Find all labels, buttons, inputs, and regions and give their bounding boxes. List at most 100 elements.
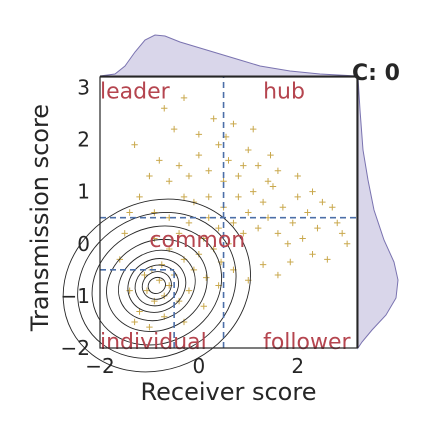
data-point <box>121 230 128 237</box>
y-tick-label: −2 <box>61 336 90 360</box>
data-point <box>294 193 301 201</box>
region-label: common <box>149 228 245 253</box>
data-point <box>240 230 247 237</box>
data-point <box>151 235 158 242</box>
data-point <box>180 193 188 201</box>
region-label: hub <box>263 80 305 105</box>
data-point <box>175 230 183 237</box>
data-point <box>158 261 165 268</box>
y-tick-label: 1 <box>77 180 90 204</box>
data-point <box>319 198 326 206</box>
threshold-lines <box>100 77 357 348</box>
data-point <box>203 274 210 281</box>
data-point <box>205 167 212 175</box>
y-tick-label: 2 <box>77 128 90 152</box>
data-point <box>146 172 153 180</box>
data-point <box>143 287 151 294</box>
data-point <box>269 183 277 190</box>
data-point <box>131 141 138 148</box>
kde-contour <box>127 258 187 313</box>
data-point <box>136 308 143 315</box>
y-tick-label: 0 <box>77 232 90 256</box>
data-point <box>205 193 212 201</box>
data-point <box>254 162 262 169</box>
data-point <box>259 198 267 206</box>
data-point <box>235 172 242 180</box>
kde-contour <box>134 264 180 307</box>
kde-contour <box>118 249 196 322</box>
data-point <box>324 256 331 263</box>
data-point <box>304 209 311 216</box>
data-point <box>294 172 301 180</box>
data-point <box>245 209 252 216</box>
data-point <box>156 157 163 164</box>
data-point <box>338 230 346 237</box>
data-point <box>170 125 178 133</box>
data-point <box>250 188 257 195</box>
kde-contour <box>141 271 172 300</box>
right-density-curve <box>357 76 399 350</box>
kde-contours <box>62 198 251 373</box>
data-point <box>250 125 257 133</box>
data-point <box>284 240 292 247</box>
region-labels: leader hub common individual follower <box>100 80 352 355</box>
data-point <box>289 219 296 227</box>
data-point <box>314 224 321 232</box>
top-density-curve <box>99 34 358 77</box>
data-point <box>126 209 133 216</box>
data-point <box>200 303 207 310</box>
data-point <box>215 224 222 232</box>
cluster-label: C: 0 <box>352 61 400 86</box>
region-label: leader <box>100 80 171 105</box>
data-point <box>235 193 242 201</box>
kde-contour <box>91 225 223 346</box>
data-point <box>343 240 351 247</box>
data-point <box>309 250 316 258</box>
y-tick-label: 3 <box>77 75 90 99</box>
data-point <box>264 178 272 185</box>
data-point <box>165 178 173 185</box>
data-point <box>195 131 203 138</box>
data-point <box>299 235 306 242</box>
kde-contour <box>147 276 166 294</box>
data-point <box>185 172 193 180</box>
data-point <box>267 151 274 159</box>
x-tick-labels: −2 0 2 <box>85 354 304 378</box>
scatter-points <box>116 94 351 331</box>
y-tick-label: −1 <box>61 284 90 308</box>
data-point <box>136 193 143 201</box>
data-point <box>195 250 203 258</box>
data-point <box>334 219 341 227</box>
data-point <box>185 219 193 227</box>
x-tick-label: 2 <box>291 354 304 378</box>
y-tick-labels: −2 −1 0 1 2 3 <box>61 75 90 360</box>
data-point <box>161 292 168 300</box>
right-marginal-density <box>357 76 399 350</box>
data-point <box>329 204 336 211</box>
data-point <box>141 271 148 279</box>
data-point <box>131 318 138 326</box>
data-point <box>274 230 282 237</box>
kde-contour <box>106 238 208 332</box>
region-label: follower <box>263 330 351 355</box>
x-axis-label: Receiver score <box>141 378 317 406</box>
top-marginal-density <box>99 34 358 77</box>
data-point <box>210 115 217 122</box>
data-point <box>215 141 222 148</box>
data-point <box>287 258 294 266</box>
data-point <box>180 94 188 102</box>
data-point <box>259 261 267 268</box>
data-point <box>156 277 163 284</box>
data-point <box>240 162 247 169</box>
region-label: individual <box>100 330 207 355</box>
data-point <box>274 271 282 279</box>
data-point <box>225 157 232 164</box>
data-point <box>279 204 287 211</box>
data-point <box>146 323 153 331</box>
data-point <box>309 188 316 195</box>
data-point <box>161 105 168 112</box>
data-point <box>245 146 252 154</box>
data-point <box>195 151 203 159</box>
